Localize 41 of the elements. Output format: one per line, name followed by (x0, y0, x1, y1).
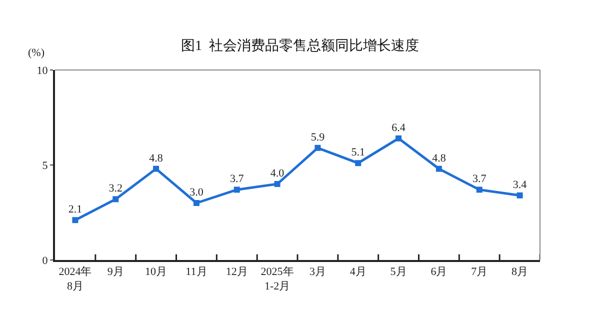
point (396, 135, 402, 142)
point (234, 186, 240, 193)
point (516, 192, 523, 198)
x-tick-label: 12月 (226, 266, 248, 278)
text: 4.8 (149, 152, 163, 164)
x-tick-label: 7月 (471, 266, 488, 278)
text: 6.4 (392, 122, 406, 134)
text: 4.8 (432, 152, 446, 164)
y-tick-label: 5 (42, 160, 48, 172)
x-tick-label: 8月 (512, 266, 528, 278)
x-tick-label: 2025年 1-2月 (260, 266, 294, 292)
x-tick-label: 11月 (186, 266, 208, 278)
text: 3.2 (108, 182, 123, 195)
point (314, 144, 321, 151)
point (112, 196, 119, 202)
text: 5.1 (351, 146, 365, 159)
text: 3.7 (472, 173, 486, 186)
x-tick-label: 5月 (390, 266, 407, 278)
chart-title: 图1 社会消费品零售总额同比增长速度 (181, 38, 419, 54)
text: 5.9 (310, 131, 325, 144)
point (355, 160, 362, 166)
text: 3.0 (190, 186, 204, 198)
point (436, 166, 442, 172)
point (274, 181, 280, 187)
x-tick-label: 4月 (350, 266, 366, 278)
x-tick-label: 3月 (309, 266, 326, 278)
x-tick-label: 6月 (430, 266, 448, 278)
text: 2.1 (68, 204, 82, 216)
point (193, 200, 200, 206)
x-tick-label: 10月 (145, 266, 168, 278)
y-tick-label: 10 (36, 64, 48, 77)
point (476, 186, 482, 193)
text: 4.0 (270, 168, 284, 180)
text: 3.7 (230, 173, 244, 186)
x-tick-label: 9月 (107, 266, 124, 278)
y-tick-label: 0 (42, 254, 48, 267)
x-tick-label: 2024年 8月 (58, 266, 92, 292)
y-axis-title: (%) (28, 47, 45, 59)
point (72, 217, 78, 224)
text: 3.4 (512, 178, 527, 191)
point (153, 166, 160, 172)
